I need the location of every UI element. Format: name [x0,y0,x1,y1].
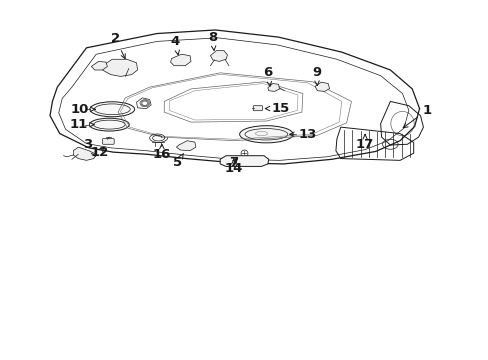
Ellipse shape [89,118,129,131]
Ellipse shape [230,158,258,164]
Polygon shape [170,54,191,66]
Text: 8: 8 [208,31,217,50]
Text: 11: 11 [69,118,94,131]
Text: 10: 10 [71,103,95,116]
Text: 9: 9 [311,66,320,85]
Polygon shape [176,141,196,151]
Polygon shape [210,51,227,62]
Ellipse shape [239,126,292,143]
Text: 1: 1 [403,104,430,128]
FancyBboxPatch shape [253,106,262,111]
Text: 7: 7 [229,156,238,169]
Text: 5: 5 [172,153,183,169]
Text: 13: 13 [289,128,316,141]
Text: 4: 4 [170,35,180,55]
Text: 3: 3 [83,138,96,156]
Ellipse shape [90,102,134,117]
Polygon shape [91,62,107,70]
Text: 2: 2 [111,32,125,59]
Text: 14: 14 [224,159,243,175]
Text: 12: 12 [90,146,108,159]
Text: 16: 16 [152,144,171,162]
Text: 17: 17 [355,135,373,151]
Polygon shape [220,156,268,166]
Polygon shape [102,59,137,76]
Polygon shape [314,82,329,91]
Text: 6: 6 [263,66,272,86]
Polygon shape [267,84,279,91]
Text: 15: 15 [265,102,289,115]
Polygon shape [73,147,96,160]
FancyBboxPatch shape [102,139,114,144]
